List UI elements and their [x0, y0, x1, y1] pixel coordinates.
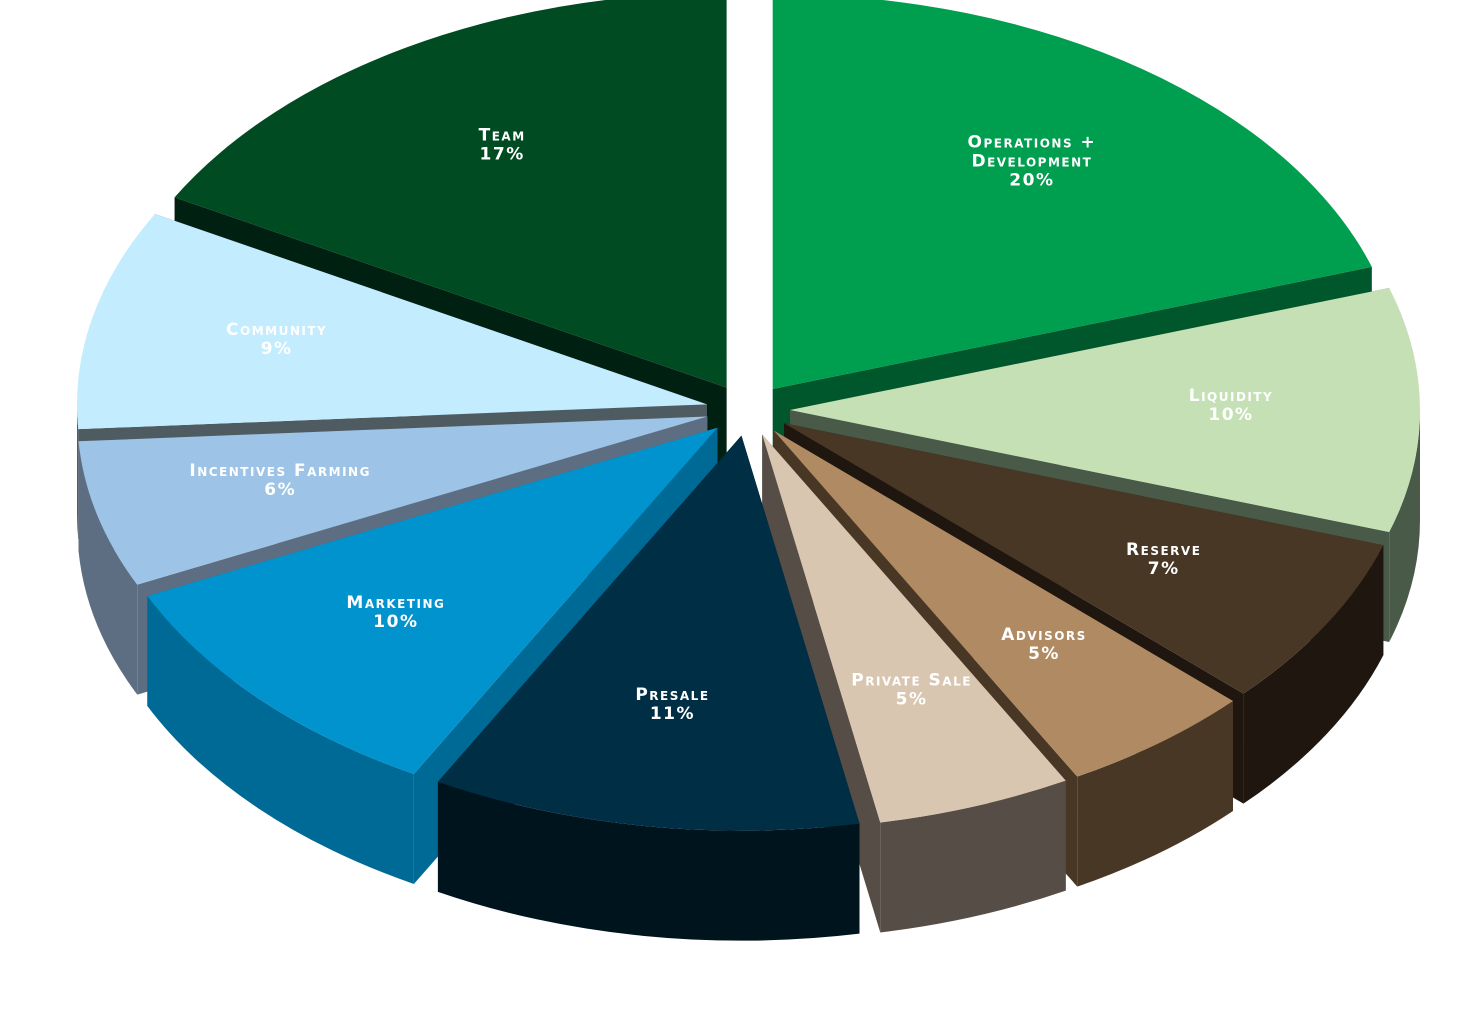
- slice-rim: [147, 595, 414, 884]
- slice-rim: [437, 781, 860, 941]
- slice-team: [174, 0, 727, 388]
- slice-name-label: Reserve: [1126, 540, 1201, 560]
- slice-name-label: Marketing: [346, 593, 445, 613]
- pie-slices: [77, 0, 1421, 831]
- slice-rim: [77, 404, 79, 540]
- slice-liquidity: [790, 287, 1421, 533]
- slice-incentives-farming: [78, 416, 708, 585]
- slice-name-label: Team: [479, 126, 526, 146]
- slice-name-label: Incentives Farming: [189, 461, 371, 481]
- slice-rim: [1243, 545, 1384, 804]
- slice-name-label: Development: [971, 151, 1092, 171]
- slice-value-label: 10%: [1208, 405, 1253, 425]
- slice-reserve: [784, 423, 1384, 694]
- slice-rim: [880, 780, 1066, 933]
- slice-value-label: 5%: [896, 690, 928, 710]
- slice-rim: [78, 441, 138, 695]
- slice-community: [77, 214, 708, 430]
- slice-name-label: Liquidity: [1189, 386, 1274, 406]
- slice-value-label: 9%: [261, 339, 293, 359]
- slice-rim: [1077, 700, 1233, 887]
- slice-advisors: [773, 430, 1233, 777]
- slice-operations-development: [772, 0, 1372, 389]
- slice-value-label: 6%: [264, 480, 296, 500]
- slice-presale: [437, 435, 860, 831]
- slice-rim: [1389, 410, 1420, 643]
- slice-value-label: 10%: [373, 612, 418, 632]
- slice-value-label: 11%: [650, 704, 695, 724]
- slice-value-label: 20%: [1009, 170, 1054, 190]
- slice-name-label: Community: [226, 320, 327, 340]
- slice-private-sale: [762, 434, 1066, 823]
- slice-name-label: Advisors: [1001, 625, 1087, 645]
- slice-name-label: Presale: [635, 685, 709, 705]
- slice-name-label: Operations +: [968, 132, 1097, 152]
- slice-value-label: 5%: [1028, 644, 1060, 664]
- slice-value-label: 17%: [480, 145, 525, 165]
- slice-name-label: Private Sale: [851, 671, 972, 691]
- slice-marketing: [147, 427, 718, 774]
- slice-value-label: 7%: [1148, 559, 1180, 579]
- pie-labels: Operations +Development20%Liquidity10%Re…: [189, 126, 1274, 724]
